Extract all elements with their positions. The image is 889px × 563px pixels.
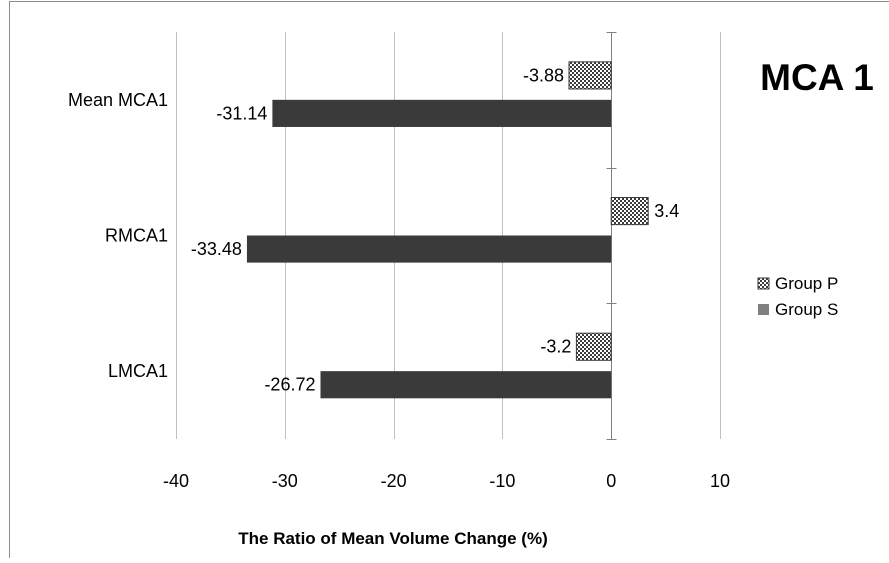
x-tick-labels: -40 -30 -20 -10 0 10: [163, 471, 730, 491]
bar-group-p-lmca1: [576, 333, 611, 360]
data-label-group-p-rmca1: 3.4: [654, 201, 679, 221]
x-tick-label-5: 10: [710, 471, 730, 491]
x-axis-title: The Ratio of Mean Volume Change (%): [238, 529, 547, 548]
bar-group-s-lmca1: [320, 371, 611, 398]
bar-group-s-mean-mca1: [272, 100, 611, 127]
category-label-mean-mca1: Mean MCA1: [68, 90, 168, 110]
category-labels: LMCA1 RMCA1 Mean MCA1: [68, 90, 168, 381]
data-label-group-s-lmca1: -26.72: [264, 375, 315, 395]
bar-group-p-rmca1: [611, 198, 648, 225]
x-tick-label-2: -20: [381, 471, 407, 491]
x-tick-label-3: -10: [489, 471, 515, 491]
data-label-group-p-lmca1: -3.2: [540, 337, 571, 357]
data-label-group-s-mean-mca1: -31.14: [216, 103, 267, 123]
chart-border: [10, 2, 889, 559]
x-tick-label-4: 0: [606, 471, 616, 491]
category-label-lmca1: LMCA1: [108, 361, 168, 381]
x-tick-label-1: -30: [272, 471, 298, 491]
legend-label-group-s: Group S: [775, 300, 838, 319]
data-label-group-p-mean-mca1: -3.88: [523, 65, 564, 85]
legend-swatch-group-p: [758, 278, 769, 289]
legend-swatch-group-s: [758, 304, 769, 315]
bars: [247, 62, 648, 398]
legend-label-group-p: Group P: [775, 274, 838, 293]
chart-title: MCA 1: [760, 57, 874, 98]
category-label-rmca1: RMCA1: [105, 226, 168, 246]
data-label-group-s-rmca1: -33.48: [191, 239, 242, 259]
bar-group-s-rmca1: [247, 236, 611, 263]
legend: Group P Group S: [758, 274, 838, 319]
x-tick-label-0: -40: [163, 471, 189, 491]
bar-group-p-mean-mca1: [569, 62, 611, 89]
